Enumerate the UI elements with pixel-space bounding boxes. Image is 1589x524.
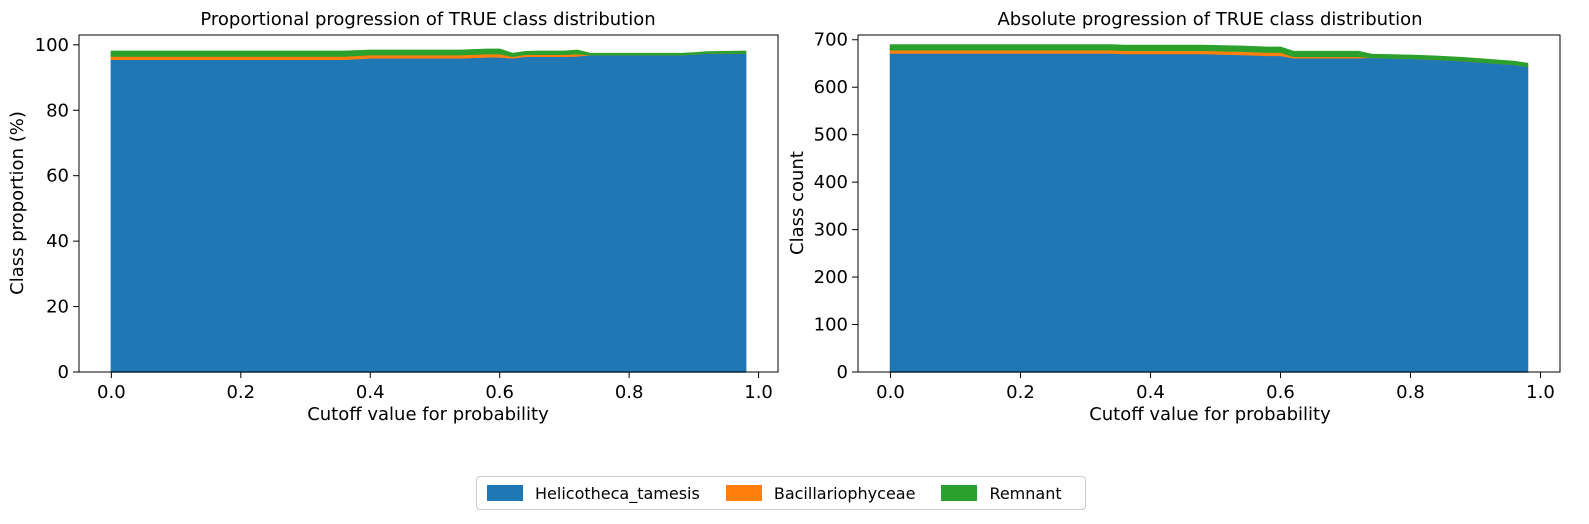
- plot-frame: [78, 34, 779, 373]
- legend-label: Bacillariophyceae: [773, 483, 916, 503]
- legend-swatch: [941, 485, 978, 501]
- x-axis-label: Cutoff value for probability: [1089, 404, 1331, 425]
- x-axis-label: Cutoff value for probability: [307, 404, 549, 425]
- legend-item-helicotheca: Helicotheca_tamesis: [487, 484, 700, 503]
- legend-swatch: [725, 485, 762, 501]
- legend-item-bacillariophyceae: Bacillariophyceae: [725, 483, 916, 503]
- area-series-helicotheca-tamesis: [110, 52, 747, 373]
- x-tick-label: 0.0: [97, 382, 126, 403]
- y-tick-label: 40: [46, 231, 69, 252]
- y-tick-label: 20: [46, 297, 69, 318]
- y-tick-label: 80: [46, 100, 69, 121]
- absolute-chart: Absolute progression of TRUE class distr…: [787, 9, 1561, 425]
- y-tick-label: 700: [814, 30, 848, 51]
- chart-title: Proportional progression of TRUE class d…: [200, 9, 655, 30]
- x-tick-label: 1.0: [744, 382, 773, 403]
- y-tick-label: 100: [814, 315, 848, 336]
- y-tick-label: 300: [814, 220, 848, 241]
- y-tick-label: 0: [58, 362, 69, 383]
- legend-label: Remnant: [989, 483, 1062, 503]
- chart-title: Absolute progression of TRUE class distr…: [997, 9, 1422, 30]
- y-tick-label: 60: [46, 166, 69, 187]
- legend: Helicotheca_tamesis Bacillariophyceae Re…: [476, 476, 1086, 510]
- y-tick-label: 500: [814, 125, 848, 146]
- legend-swatch: [487, 485, 523, 501]
- proportional-chart: Proportional progression of TRUE class d…: [7, 9, 779, 425]
- y-axis-label: Class proportion (%): [7, 111, 28, 295]
- x-tick-label: 0.4: [356, 382, 385, 403]
- x-tick-label: 0.4: [1136, 382, 1165, 403]
- y-tick-label: 100: [35, 35, 69, 56]
- x-tick-label: 0.6: [485, 382, 514, 403]
- x-tick-label: 0.8: [615, 382, 644, 403]
- x-tick-label: 0.8: [1396, 382, 1425, 403]
- x-tick-label: 0.0: [876, 382, 905, 403]
- area-series-remnant: [110, 48, 747, 58]
- area-series-helicotheca-tamesis: [889, 52, 1529, 373]
- legend-label: Helicotheca_tamesis: [535, 483, 700, 503]
- x-tick-label: 0.2: [226, 382, 255, 403]
- plot-frame: [857, 34, 1561, 373]
- area-series-remnant: [889, 44, 1529, 68]
- x-tick-label: 0.6: [1266, 382, 1295, 403]
- y-tick-label: 400: [814, 172, 848, 193]
- x-tick-label: 1.0: [1526, 382, 1555, 403]
- x-tick-label: 0.2: [1006, 382, 1035, 403]
- y-tick-label: 200: [814, 267, 848, 288]
- y-tick-label: 0: [837, 362, 848, 383]
- y-tick-label: 600: [814, 77, 848, 98]
- legend-item-remnant: Remnant: [941, 483, 1062, 503]
- y-axis-label: Class count: [787, 151, 808, 255]
